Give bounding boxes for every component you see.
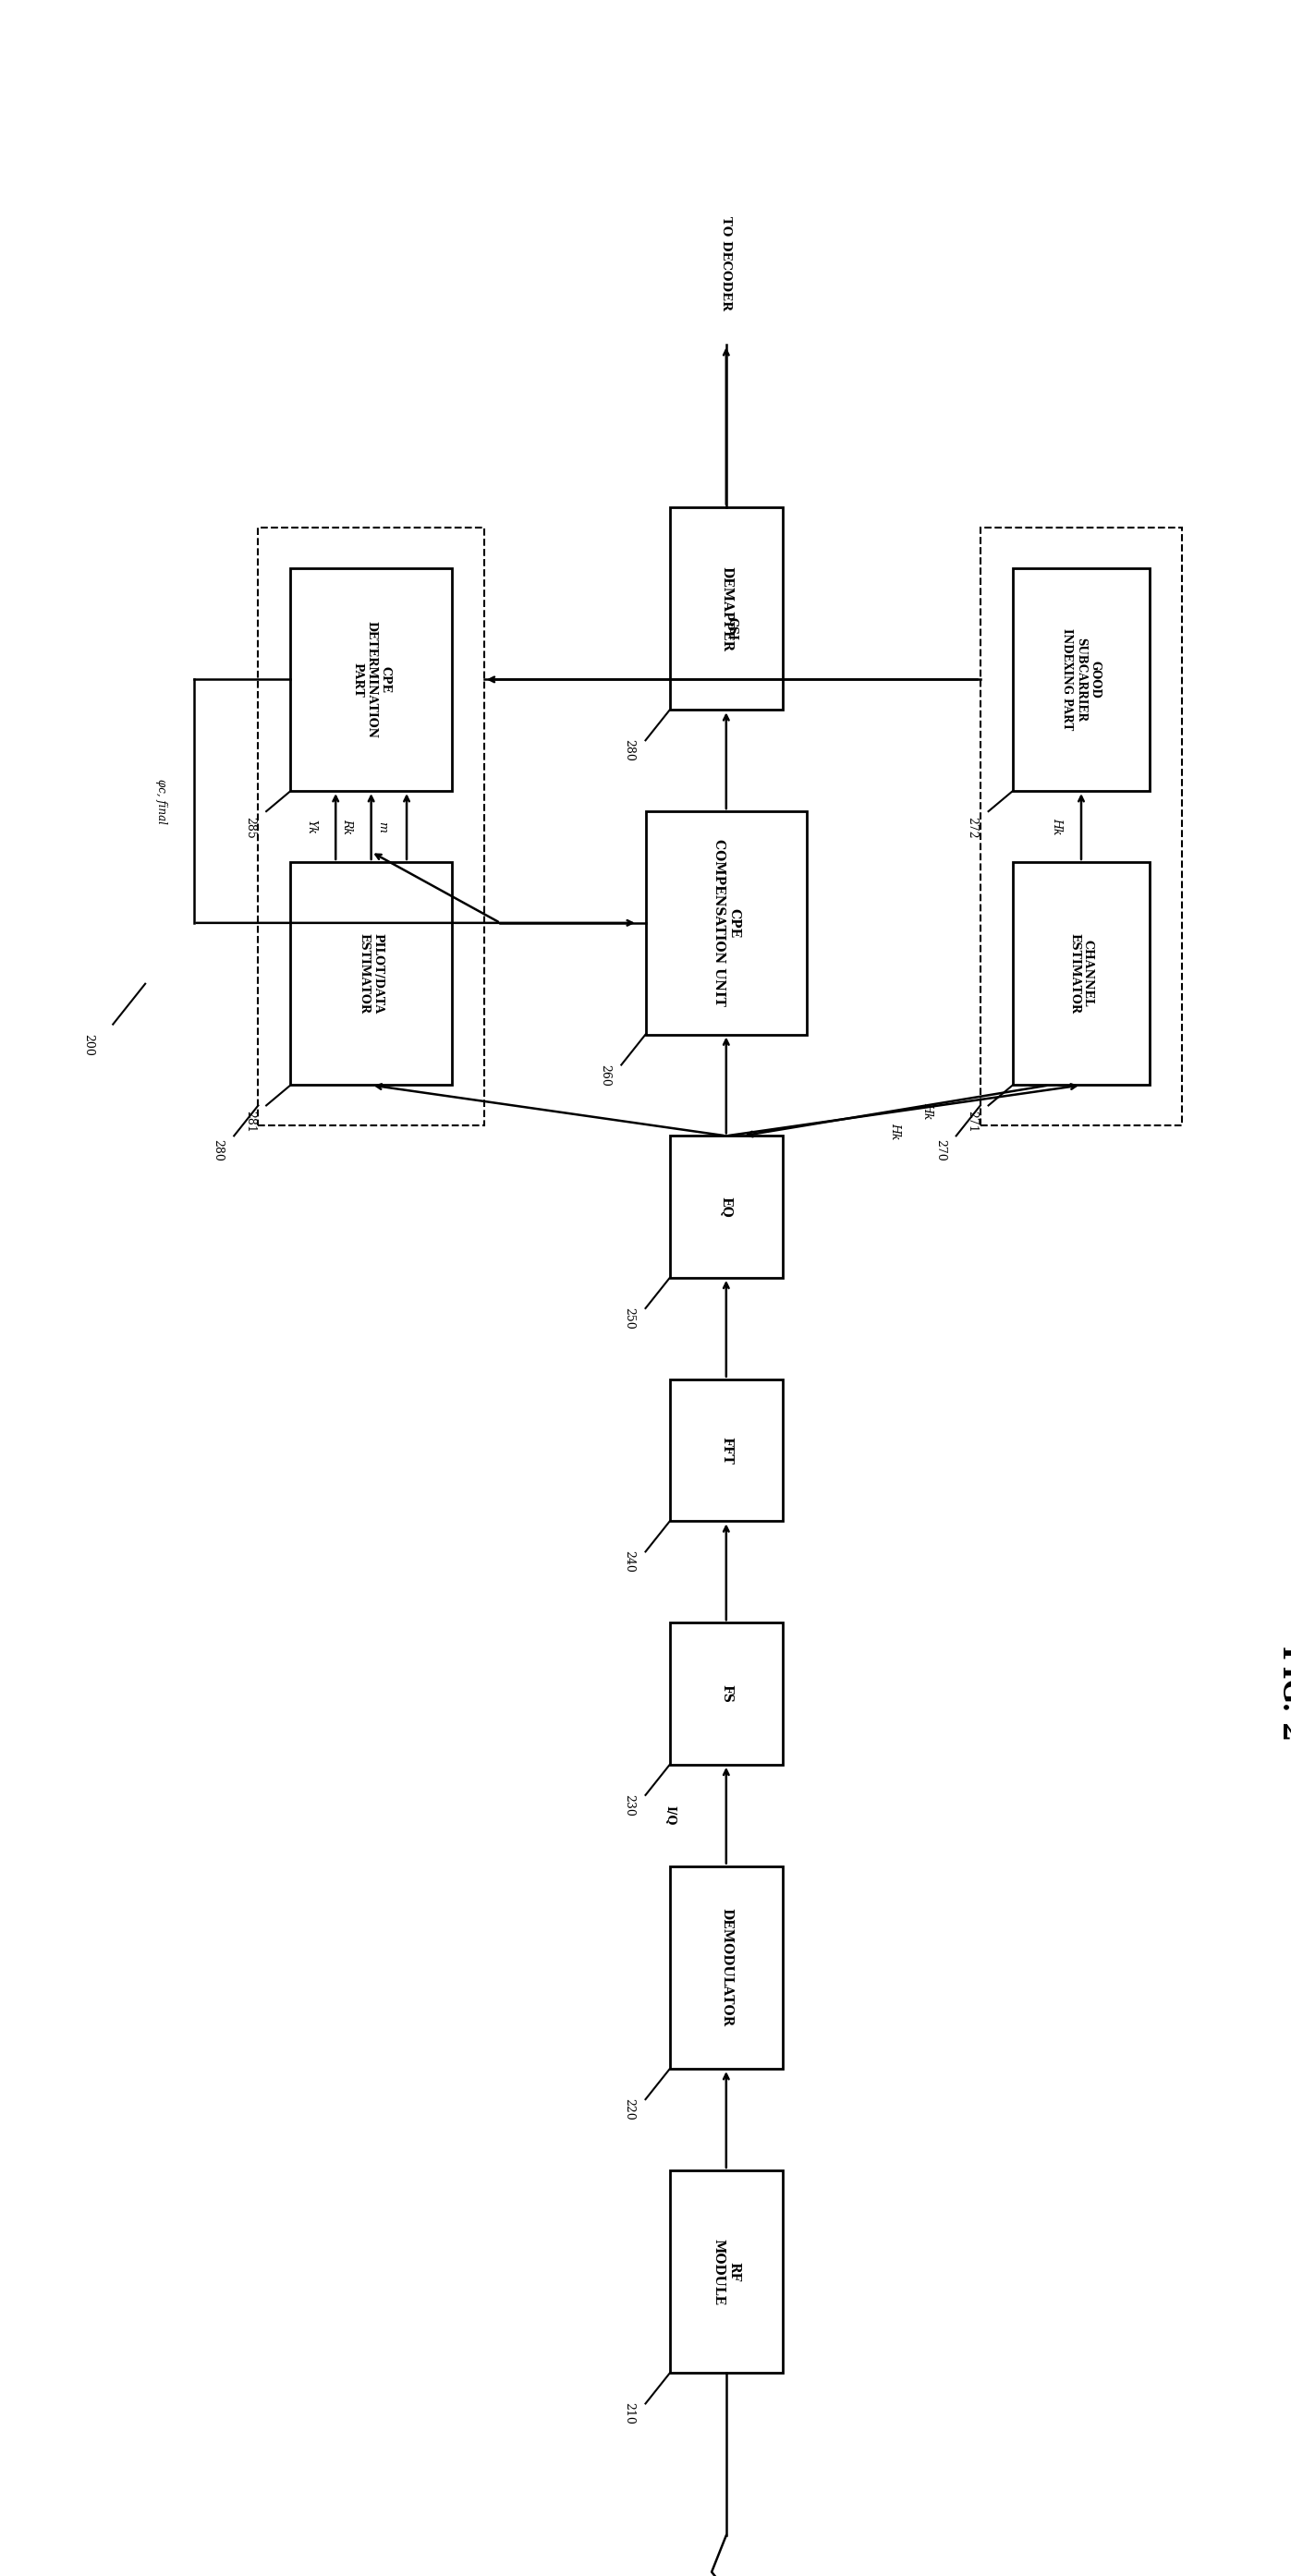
Bar xyxy=(258,528,484,1126)
Text: 240: 240 xyxy=(624,1551,635,1574)
Text: EQ: EQ xyxy=(719,1195,733,1218)
Text: FS: FS xyxy=(719,1685,733,1703)
Text: GOOD
SUBCARRIER
INDEXING PART: GOOD SUBCARRIER INDEXING PART xyxy=(1061,629,1101,732)
Bar xyxy=(1012,863,1150,1084)
Text: DEMAPPER: DEMAPPER xyxy=(719,567,733,652)
Text: 271: 271 xyxy=(966,1110,979,1133)
Text: m: m xyxy=(377,822,389,832)
Text: Hk: Hk xyxy=(922,1103,933,1118)
Bar xyxy=(1012,567,1150,791)
Bar xyxy=(670,507,782,711)
Text: CSI: CSI xyxy=(727,618,738,641)
Text: 285: 285 xyxy=(244,817,256,840)
Bar xyxy=(670,1623,782,1765)
Text: CPE
COMPENSATION UNIT: CPE COMPENSATION UNIT xyxy=(713,840,740,1007)
Text: 270: 270 xyxy=(933,1139,946,1162)
Text: 220: 220 xyxy=(624,2099,635,2120)
Bar xyxy=(980,528,1183,1126)
Text: FFT: FFT xyxy=(719,1437,733,1463)
Text: I/Q: I/Q xyxy=(664,1806,675,1826)
Text: 230: 230 xyxy=(624,1795,635,1816)
Text: Hk: Hk xyxy=(889,1123,901,1139)
Text: FIG. 2: FIG. 2 xyxy=(1277,1646,1291,1741)
Bar xyxy=(670,1865,782,2069)
Text: CPE
DETERMINATION
PART: CPE DETERMINATION PART xyxy=(351,621,391,739)
Bar xyxy=(646,811,807,1036)
Bar xyxy=(670,1136,782,1278)
Bar xyxy=(290,567,452,791)
Text: CHANNEL
ESTIMATOR: CHANNEL ESTIMATOR xyxy=(1068,933,1095,1015)
Text: Hk: Hk xyxy=(1051,819,1062,835)
Bar xyxy=(670,2172,782,2372)
Text: TO DECODER: TO DECODER xyxy=(720,216,732,312)
Text: RF
MODULE: RF MODULE xyxy=(713,2239,740,2306)
Text: 280: 280 xyxy=(212,1139,223,1162)
Text: 281: 281 xyxy=(244,1110,256,1133)
Text: 272: 272 xyxy=(966,817,979,837)
Text: PILOT/DATA
ESTIMATOR: PILOT/DATA ESTIMATOR xyxy=(358,933,385,1015)
Text: 280: 280 xyxy=(624,739,635,762)
Text: 260: 260 xyxy=(599,1064,611,1087)
Text: 200: 200 xyxy=(83,1033,94,1056)
Text: φc, final: φc, final xyxy=(155,778,168,824)
Text: Rk: Rk xyxy=(341,819,352,835)
Bar xyxy=(290,863,452,1084)
Text: 250: 250 xyxy=(624,1309,635,1329)
Text: DEMODULATOR: DEMODULATOR xyxy=(719,1909,733,2027)
Text: Yk: Yk xyxy=(306,819,318,835)
Text: 210: 210 xyxy=(624,2403,635,2424)
Bar xyxy=(670,1378,782,1522)
